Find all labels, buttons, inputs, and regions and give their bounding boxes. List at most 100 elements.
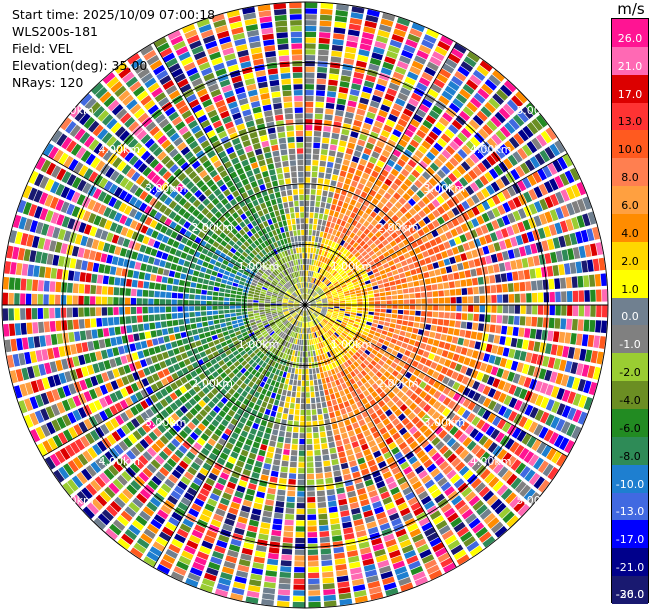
velocity-gate [327, 436, 334, 443]
velocity-gate [301, 316, 304, 322]
velocity-gate [368, 489, 378, 498]
velocity-gate [78, 283, 85, 294]
velocity-gate [452, 98, 464, 109]
velocity-gate [331, 348, 337, 355]
velocity-gate [121, 453, 132, 465]
velocity-gate [402, 512, 414, 522]
velocity-gate [301, 310, 304, 316]
velocity-gate [284, 354, 289, 360]
velocity-gate [457, 132, 468, 143]
velocity-gate [327, 240, 333, 247]
velocity-gate [337, 493, 347, 500]
velocity-gate [300, 409, 305, 416]
velocity-gate [171, 538, 184, 549]
velocity-gate [371, 537, 383, 546]
velocity-gate [454, 236, 462, 245]
velocity-gate [126, 325, 133, 334]
velocity-gate [369, 243, 377, 250]
velocity-gate [109, 523, 122, 536]
velocity-gate [472, 404, 482, 414]
velocity-gate [321, 250, 326, 256]
velocity-gate [406, 471, 416, 480]
velocity-gate [313, 218, 318, 225]
velocity-gate [306, 264, 309, 271]
velocity-gate [109, 266, 117, 275]
velocity-gate [269, 346, 275, 352]
velocity-gate [316, 402, 322, 409]
velocity-gate [414, 55, 427, 65]
velocity-gate [334, 306, 340, 309]
velocity-gate [298, 309, 302, 315]
velocity-gate [297, 309, 302, 314]
velocity-gate [336, 218, 342, 225]
velocity-gate [450, 48, 464, 59]
velocity-gate [385, 538, 397, 548]
velocity-gate [453, 152, 464, 163]
velocity-gate [259, 300, 265, 303]
velocity-gate [588, 381, 598, 396]
velocity-gate [314, 311, 320, 315]
velocity-gate [165, 299, 172, 305]
velocity-gate [305, 380, 310, 386]
velocity-gate [313, 293, 318, 298]
velocity-gate [343, 473, 352, 481]
velocity-gate [587, 334, 595, 348]
velocity-gate [291, 343, 295, 350]
velocity-gate [322, 277, 327, 283]
velocity-gate [231, 587, 245, 596]
velocity-gate [308, 315, 312, 321]
velocity-gate [252, 422, 260, 430]
velocity-gate [592, 366, 601, 380]
velocity-gate [359, 133, 368, 142]
velocity-gate [201, 289, 207, 295]
velocity-gate [170, 341, 178, 349]
velocity-gate [426, 263, 434, 271]
velocity-gate [340, 134, 349, 142]
velocity-gate [322, 305, 328, 308]
velocity-gate [454, 499, 466, 511]
velocity-gate [107, 307, 113, 316]
velocity-gate [174, 449, 184, 459]
velocity-gate [204, 442, 213, 452]
velocity-gate [272, 334, 278, 340]
velocity-gate [284, 347, 289, 354]
velocity-gate [308, 321, 311, 328]
velocity-gate [292, 438, 298, 445]
velocity-gate [513, 282, 520, 292]
velocity-gate [116, 514, 129, 527]
velocity-gate [307, 310, 311, 316]
velocity-gate [445, 368, 454, 378]
velocity-gate [374, 297, 380, 301]
velocity-gate [400, 461, 410, 470]
velocity-gate [525, 102, 538, 116]
velocity-gate [587, 365, 596, 379]
velocity-gate [225, 321, 232, 326]
velocity-gate [386, 309, 392, 314]
velocity-gate [291, 311, 296, 316]
velocity-gate [282, 454, 290, 461]
velocity-gate [441, 149, 452, 160]
velocity-gate [450, 305, 456, 312]
velocity-gate [394, 471, 404, 480]
velocity-gate [552, 237, 561, 249]
velocity-gate [3, 276, 10, 290]
velocity-gate [128, 260, 136, 269]
velocity-gate [393, 192, 401, 201]
velocity-gate [350, 314, 356, 318]
velocity-gate [506, 99, 519, 112]
velocity-gate [281, 333, 286, 339]
velocity-gate [321, 143, 329, 150]
velocity-gate [382, 231, 390, 239]
velocity-gate [537, 227, 546, 239]
velocity-gate [308, 309, 313, 314]
velocity-gate [502, 305, 509, 314]
velocity-gate [338, 225, 344, 232]
velocity-gate [285, 328, 290, 334]
velocity-gate [316, 317, 321, 323]
velocity-gate [353, 361, 360, 368]
velocity-gate [218, 437, 227, 446]
velocity-gate [380, 197, 388, 205]
velocity-gate [458, 504, 470, 515]
velocity-gate [431, 51, 445, 62]
velocity-gate [450, 297, 456, 304]
